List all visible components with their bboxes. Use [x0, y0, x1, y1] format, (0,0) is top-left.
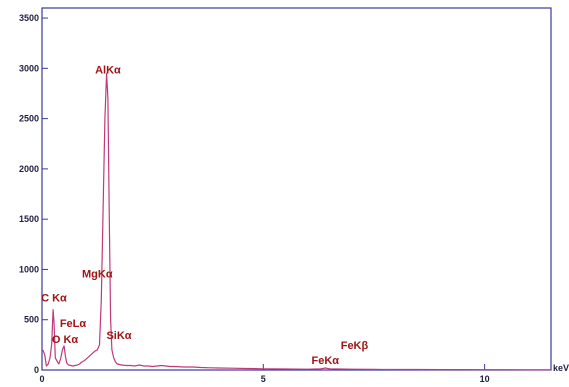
- spectrum-line: [42, 72, 551, 371]
- y-tick-label: 3000: [19, 63, 39, 73]
- peak-label: FeKα: [311, 355, 339, 367]
- peak-label: C Kα: [41, 293, 67, 305]
- x-tick-label: 0: [39, 374, 44, 384]
- peak-label: FeKβ: [341, 340, 369, 352]
- y-tick-label: 2500: [19, 114, 39, 124]
- y-tick-label: 1500: [19, 214, 39, 224]
- y-tick-label: 0: [34, 365, 39, 375]
- y-tick-label: 2000: [19, 164, 39, 174]
- peak-label: SiKα: [106, 330, 131, 342]
- peak-label: MgKα: [82, 268, 113, 280]
- plot-frame: [41, 7, 552, 371]
- x-tick-label: 10: [480, 374, 490, 384]
- peak-label: O Kα: [52, 334, 79, 346]
- spectrum-series: [42, 72, 551, 371]
- peak-label: AlKα: [95, 64, 121, 76]
- y-tick-label: 3500: [19, 13, 39, 23]
- peak-label: FeLα: [60, 318, 87, 330]
- y-tick-label: 500: [24, 315, 39, 325]
- axis-ticks: 0 500 1000 1500 2000 2500 3000 3500 0 5 10: [19, 13, 490, 384]
- x-tick-label: 5: [261, 374, 266, 384]
- x-axis-label: keV: [553, 363, 569, 373]
- y-tick-label: 1000: [19, 264, 39, 274]
- axes: [41, 7, 552, 371]
